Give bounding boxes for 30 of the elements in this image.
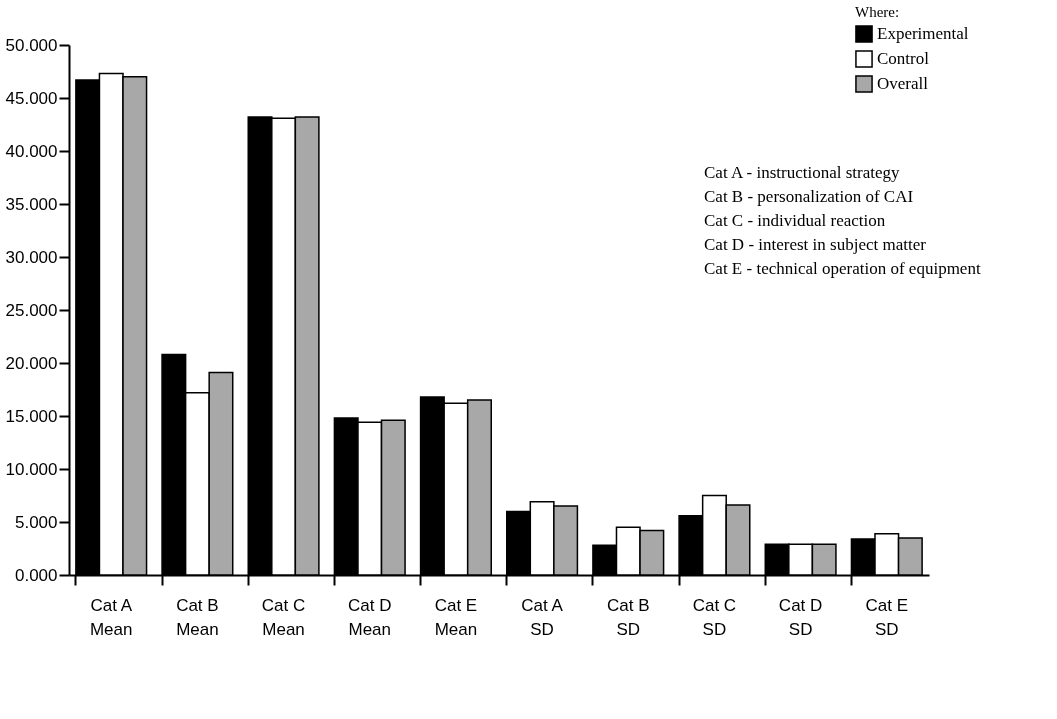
legend-label: Overall xyxy=(877,74,929,93)
legend-label: Control xyxy=(877,49,930,68)
y-tick-label: 30.000 xyxy=(5,247,58,267)
legend-label: Experimental xyxy=(877,24,969,43)
x-tick-label: Cat A Mean xyxy=(89,595,133,639)
y-tick-label: 15.000 xyxy=(5,406,58,426)
x-tick-label: Cat D Mean xyxy=(348,595,392,639)
y-tick-label: 20.000 xyxy=(5,353,58,373)
y-tick-label: 5.000 xyxy=(14,512,58,532)
annotation: Cat E - technical operation of equipment xyxy=(704,259,981,278)
x-tick-label: Cat C SD xyxy=(692,595,737,639)
x-tick-label: Cat B SD xyxy=(606,595,650,639)
x-tick-label: Cat C Mean xyxy=(261,595,306,639)
y-tick-label: 40.000 xyxy=(5,141,58,161)
annotation: Cat A - instructional strategy xyxy=(704,163,900,182)
x-tick-label: Cat B Mean xyxy=(176,595,219,639)
y-tick-label: 10.000 xyxy=(5,459,58,479)
x-tick-label: Cat A SD xyxy=(521,595,564,639)
y-tick-label: 25.000 xyxy=(5,300,58,320)
annotation: Cat D - interest in subject matter xyxy=(704,235,927,254)
annotation: Cat C - individual reaction xyxy=(704,211,886,230)
y-tick-label: 50.000 xyxy=(5,35,58,55)
x-tick-label: Cat E SD xyxy=(865,595,909,639)
y-tick-label: 35.000 xyxy=(5,194,58,214)
y-tick-label: 45.000 xyxy=(5,88,58,108)
y-tick-label: 0.000 xyxy=(14,565,58,585)
annotation: Cat B - personalization of CAI xyxy=(704,187,914,206)
x-tick-label: Cat E Mean xyxy=(434,595,478,639)
legend-title: Where: xyxy=(855,4,900,20)
x-tick-label: Cat D SD xyxy=(778,595,823,639)
